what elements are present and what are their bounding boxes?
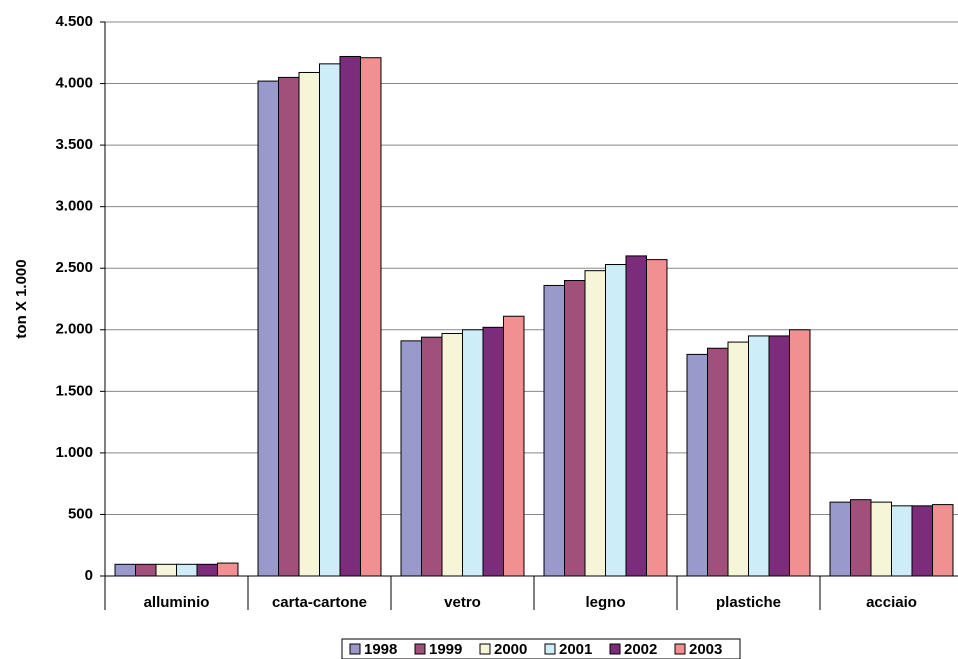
bar (768, 335, 790, 577)
bar (686, 353, 709, 577)
bar (482, 326, 504, 577)
y-tick-label: 0 (85, 567, 93, 584)
bar (584, 270, 607, 577)
y-tick-label: 4.500 (55, 13, 93, 30)
y-tick-label: 4.000 (55, 75, 93, 92)
bar (625, 255, 647, 577)
bar (502, 315, 525, 577)
legend-label: 2000 (494, 641, 527, 658)
y-tick-label: 1.500 (55, 382, 93, 399)
bar (278, 76, 300, 577)
bar (727, 341, 750, 577)
legend-swatch (674, 643, 686, 655)
bar (748, 335, 770, 577)
y-tick-label: 1.000 (55, 444, 93, 461)
bar (196, 563, 218, 577)
y-tick-label: 2.000 (55, 321, 93, 338)
legend-label: 1998 (364, 641, 397, 658)
x-tick-label: plastiche (716, 594, 781, 611)
bar (707, 347, 729, 577)
x-tick-label: carta-cartone (272, 594, 367, 611)
bar (850, 499, 872, 577)
legend-swatch (414, 643, 426, 655)
bar (216, 562, 239, 577)
bar (605, 264, 627, 577)
bar (645, 259, 668, 577)
y-tick-label: 500 (68, 505, 93, 522)
bar (135, 563, 157, 577)
bar (155, 563, 177, 577)
bar (870, 501, 893, 577)
legend-box (341, 638, 741, 659)
legend-swatch (544, 643, 556, 655)
y-tick-label: 3.500 (55, 136, 93, 153)
legend-label: 1999 (429, 641, 462, 658)
x-tick-label: legno (586, 594, 626, 611)
bar (441, 332, 463, 577)
bar (298, 71, 320, 577)
bar (400, 340, 423, 577)
y-tick-label: 2.500 (55, 259, 93, 276)
x-tick-label: alluminio (144, 594, 210, 611)
bar (462, 329, 484, 577)
y-axis-label: ton X 1.000 (13, 259, 30, 338)
bar (114, 563, 137, 577)
legend-label: 2002 (624, 641, 657, 658)
bar (421, 336, 443, 577)
bar (891, 505, 913, 577)
bar (339, 55, 361, 577)
bar (176, 563, 198, 577)
bar (257, 80, 280, 577)
bar (319, 63, 341, 577)
bar (829, 501, 852, 577)
bar (543, 284, 566, 577)
bar (564, 280, 586, 577)
legend-label: 2003 (689, 641, 722, 658)
legend-label: 2001 (559, 641, 592, 658)
x-tick-label: acciaio (866, 594, 917, 611)
legend-swatch (609, 643, 621, 655)
y-tick-label: 3.000 (55, 198, 93, 215)
bar (359, 57, 382, 577)
bar (911, 505, 933, 577)
bar (788, 329, 811, 577)
legend-swatch (349, 643, 361, 655)
x-tick-label: vetro (444, 594, 481, 611)
bar (931, 504, 954, 577)
legend-swatch (479, 643, 491, 655)
